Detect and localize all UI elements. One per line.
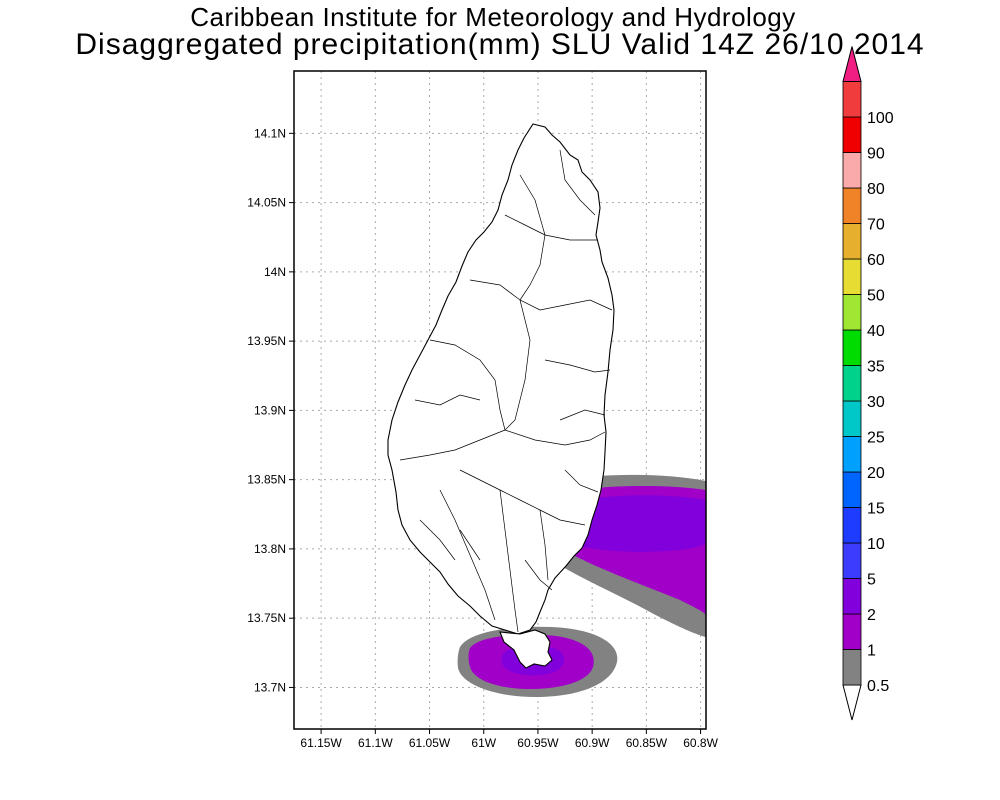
colorbar-label: 90 [867, 146, 885, 163]
lat-tick-label: 13.75N [247, 611, 286, 625]
colorbar-below-triangle [842, 684, 862, 721]
colorbar-label: 50 [867, 288, 885, 305]
colorbar-label: 100 [867, 110, 894, 127]
colorbar-segment [842, 116, 862, 153]
lat-tick-label: 14N [264, 265, 286, 279]
colorbar-label: 60 [867, 252, 885, 269]
lat-tick-label: 13.95N [247, 334, 286, 348]
colorbar-label: 25 [867, 430, 885, 447]
colorbar-segment [842, 649, 862, 686]
colorbar-segment [842, 187, 862, 224]
colorbar-label: 10 [867, 536, 885, 553]
longitude-axis: 61.15W 61.1W 61.05W 61W 60.95W 60.9W 60.85W 60.… [300, 729, 719, 750]
lat-tick-label: 13.9N [254, 403, 286, 417]
south-tip-outline [499, 629, 553, 669]
colorbar-segment [842, 436, 862, 473]
lat-tick-label: 13.8N [254, 542, 286, 556]
lon-tick-label: 60.85W [626, 736, 668, 750]
colorbar-label: 2 [867, 607, 876, 624]
colorbar-segment [842, 81, 862, 118]
lon-tick-label: 60.9W [575, 736, 610, 750]
colorbar-segment [842, 329, 862, 366]
colorbar-label: 70 [867, 217, 885, 234]
plot-border [293, 70, 707, 730]
lat-tick-label: 14.1N [254, 126, 286, 140]
colorbar-label: 1 [867, 643, 876, 660]
lon-tick-label: 61.1W [358, 736, 393, 750]
colorbar-above-triangle [842, 46, 862, 82]
island-outline [387, 123, 615, 669]
colorbar-segment [842, 471, 862, 508]
colorbar-label: 30 [867, 394, 885, 411]
lat-tick-label: 13.7N [254, 680, 286, 694]
colorbar-label: 40 [867, 323, 885, 340]
colorbar-label: 0.5 [867, 678, 889, 695]
title-product: Disaggregated precipitation(mm) SLU Vali… [75, 28, 925, 61]
colorbar-segment [842, 258, 862, 295]
lat-tick-label: 14.05N [247, 196, 286, 210]
colorbar-label: 5 [867, 572, 876, 589]
colorbar-segment [842, 578, 862, 615]
colorbar-segment [842, 294, 862, 331]
latitude-axis: 14.1N 14.05N 14N 13.95N 13.9N 13.85N 13.8N 13.7… [247, 126, 294, 694]
colorbar-segment [842, 613, 862, 650]
colorbar-segment [842, 152, 862, 189]
lon-tick-label: 61.15W [300, 736, 342, 750]
colorbar-label: 80 [867, 181, 885, 198]
colorbar-segment [842, 223, 862, 260]
colorbar-label: 20 [867, 465, 885, 482]
colorbar-segment [842, 365, 862, 402]
colorbar-segment [842, 400, 862, 437]
lon-tick-label: 61.05W [409, 736, 451, 750]
title-institute: Caribbean Institute for Meteorology and … [190, 2, 796, 32]
colorbar-label: 35 [867, 359, 885, 376]
lon-tick-label: 60.95W [517, 736, 559, 750]
lon-tick-label: 61W [471, 736, 496, 750]
colorbar-segment [842, 507, 862, 544]
colorbar-segment [842, 542, 862, 579]
colorbar-label: 15 [867, 501, 885, 518]
lon-tick-label: 60.8W [683, 736, 718, 750]
lat-tick-label: 13.85N [247, 473, 286, 487]
